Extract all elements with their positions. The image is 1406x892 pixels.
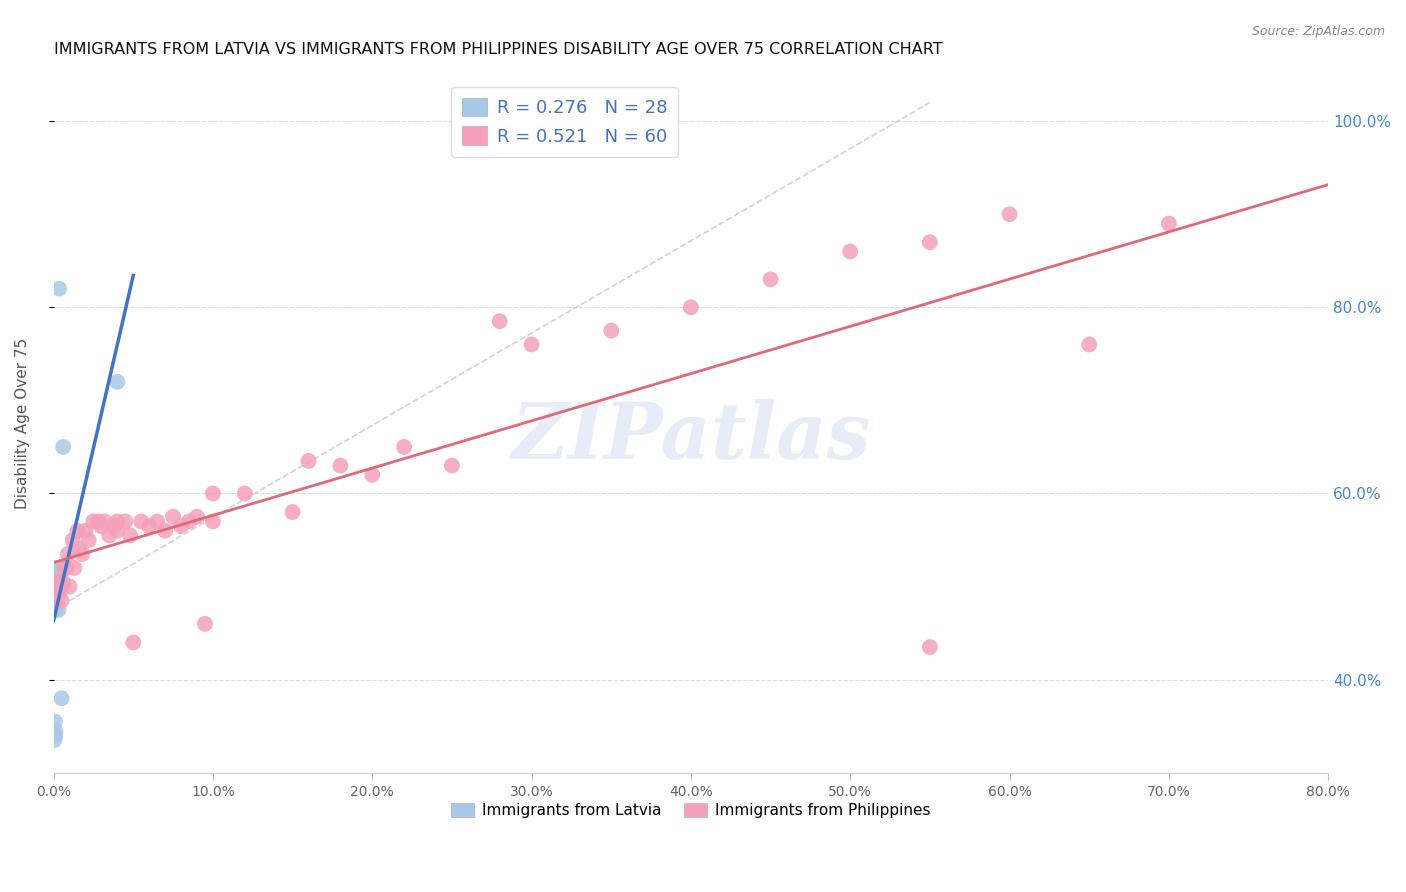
Point bbox=[146, 515, 169, 529]
Point bbox=[67, 542, 90, 557]
Point bbox=[48, 570, 70, 584]
Point bbox=[45, 574, 67, 589]
Point bbox=[44, 729, 66, 743]
Point bbox=[51, 593, 73, 607]
Point bbox=[51, 691, 73, 706]
Point bbox=[162, 509, 184, 524]
Point bbox=[120, 528, 142, 542]
Point bbox=[72, 547, 94, 561]
Point bbox=[998, 207, 1021, 221]
Point bbox=[90, 519, 112, 533]
Point bbox=[44, 729, 66, 743]
Point bbox=[62, 533, 84, 547]
Point bbox=[52, 440, 75, 454]
Point bbox=[45, 574, 67, 589]
Point bbox=[45, 580, 67, 594]
Point bbox=[177, 515, 200, 529]
Point bbox=[63, 561, 86, 575]
Point bbox=[49, 574, 72, 589]
Point bbox=[488, 314, 510, 328]
Point bbox=[44, 603, 66, 617]
Point bbox=[170, 519, 193, 533]
Point bbox=[201, 515, 224, 529]
Text: ZIPatlas: ZIPatlas bbox=[512, 400, 870, 475]
Point bbox=[105, 524, 128, 538]
Legend: Immigrants from Latvia, Immigrants from Philippines: Immigrants from Latvia, Immigrants from … bbox=[446, 797, 936, 824]
Point bbox=[105, 375, 128, 389]
Point bbox=[82, 515, 104, 529]
Point bbox=[44, 723, 66, 738]
Point bbox=[55, 561, 77, 575]
Point bbox=[66, 524, 89, 538]
Point bbox=[93, 515, 115, 529]
Point bbox=[329, 458, 352, 473]
Point bbox=[918, 640, 941, 654]
Point bbox=[49, 574, 72, 589]
Point bbox=[759, 272, 782, 286]
Point bbox=[392, 440, 415, 454]
Point bbox=[839, 244, 862, 259]
Point bbox=[45, 584, 67, 599]
Y-axis label: Disability Age Over 75: Disability Age Over 75 bbox=[15, 338, 30, 509]
Point bbox=[600, 324, 623, 338]
Point bbox=[44, 714, 66, 729]
Point bbox=[45, 566, 67, 580]
Point bbox=[122, 635, 145, 649]
Point bbox=[44, 593, 66, 607]
Point bbox=[45, 589, 67, 603]
Point bbox=[103, 519, 125, 533]
Point bbox=[45, 570, 67, 584]
Point bbox=[201, 486, 224, 500]
Point bbox=[44, 733, 66, 747]
Point bbox=[233, 486, 256, 500]
Point bbox=[48, 584, 70, 599]
Point bbox=[679, 301, 702, 315]
Point bbox=[48, 603, 70, 617]
Point bbox=[98, 528, 121, 542]
Point bbox=[1078, 337, 1101, 351]
Point bbox=[48, 282, 70, 296]
Point bbox=[75, 524, 97, 538]
Point bbox=[440, 458, 463, 473]
Point bbox=[281, 505, 304, 519]
Point bbox=[1157, 217, 1180, 231]
Point bbox=[48, 574, 70, 589]
Point bbox=[520, 337, 543, 351]
Point bbox=[194, 616, 217, 631]
Point bbox=[49, 580, 72, 594]
Point bbox=[153, 524, 176, 538]
Point bbox=[77, 533, 100, 547]
Point bbox=[45, 584, 67, 599]
Point bbox=[297, 454, 319, 468]
Point bbox=[129, 515, 152, 529]
Point bbox=[105, 515, 128, 529]
Point bbox=[918, 235, 941, 249]
Point bbox=[52, 574, 75, 589]
Point bbox=[45, 593, 67, 607]
Point bbox=[58, 580, 80, 594]
Point bbox=[361, 467, 384, 482]
Text: Source: ZipAtlas.com: Source: ZipAtlas.com bbox=[1251, 25, 1385, 38]
Point bbox=[87, 515, 110, 529]
Point bbox=[186, 509, 208, 524]
Point bbox=[45, 598, 67, 612]
Point bbox=[114, 515, 136, 529]
Point bbox=[45, 561, 67, 575]
Point bbox=[53, 561, 76, 575]
Point bbox=[49, 584, 72, 599]
Text: IMMIGRANTS FROM LATVIA VS IMMIGRANTS FROM PHILIPPINES DISABILITY AGE OVER 75 COR: IMMIGRANTS FROM LATVIA VS IMMIGRANTS FRO… bbox=[53, 42, 942, 57]
Point bbox=[138, 519, 160, 533]
Point bbox=[44, 580, 66, 594]
Point bbox=[51, 580, 73, 594]
Point bbox=[48, 580, 70, 594]
Point bbox=[48, 589, 70, 603]
Point bbox=[56, 547, 79, 561]
Point bbox=[45, 580, 67, 594]
